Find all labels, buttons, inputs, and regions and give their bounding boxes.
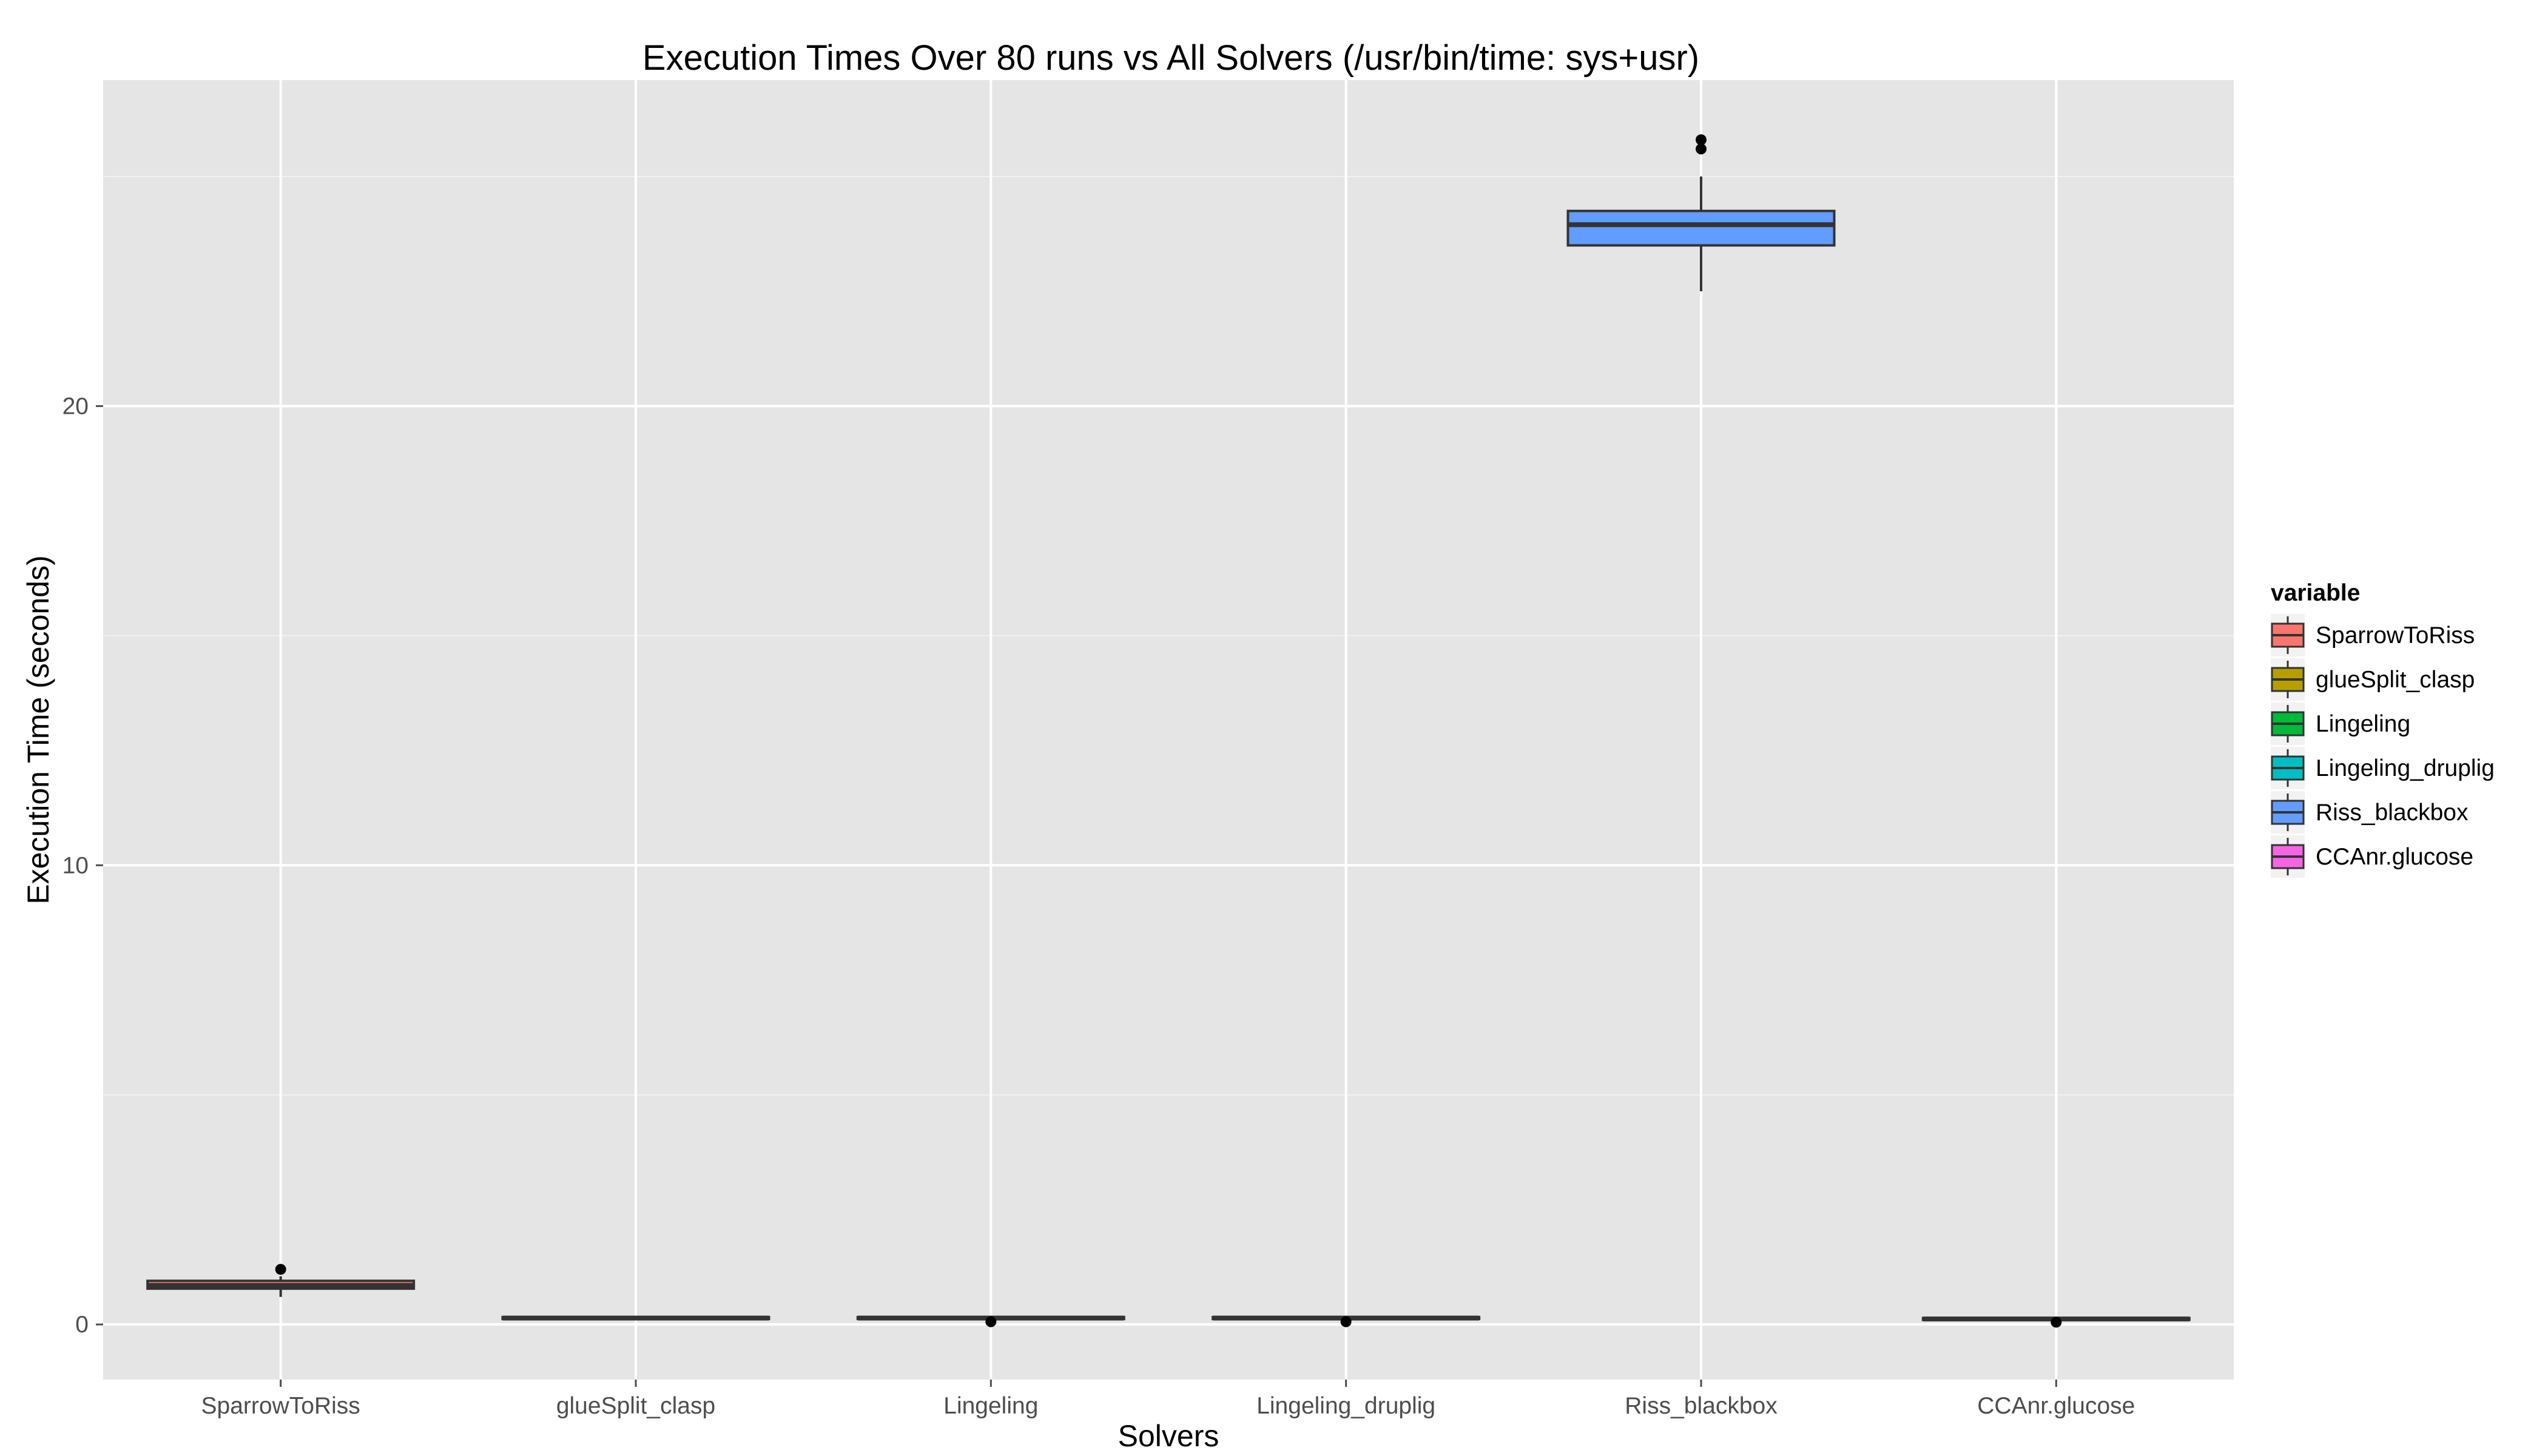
outlier-point [1696,134,1707,146]
outlier-point [985,1316,997,1327]
legend-item-glueSplit_clasp: glueSplit_clasp [2271,658,2475,701]
grid-lines [103,80,2234,1380]
legend-label: Lingeling_druplig [2316,755,2495,781]
box-glueSplit_clasp [501,1315,770,1321]
outlier-point [1696,143,1707,155]
interquartile-box [1566,209,1836,247]
x-tick-label: glueSplit_clasp [556,1393,715,1419]
legend-label: glueSplit_clasp [2316,667,2475,693]
x-tick-label: SparrowToRiss [201,1393,360,1419]
legend-label: CCAnr.glucose [2316,844,2473,870]
legend-item-CCAnr.glucose: CCAnr.glucose [2271,835,2473,878]
plot-background [103,80,2234,1380]
box-Riss_blackbox [1566,134,1836,292]
y-tick-label: 0 [75,1312,89,1338]
box-SparrowToRiss [146,1264,416,1297]
y-tick-label: 10 [62,852,89,878]
outlier-point [2051,1316,2062,1328]
legend-item-Lingeling_druplig: Lingeling_druplig [2271,747,2495,789]
box-Lingeling [856,1315,1125,1327]
legend-item-SparrowToRiss: SparrowToRiss [2271,614,2475,656]
y-tick-label: 20 [62,393,89,419]
legend-title: variable [2271,580,2360,606]
y-axis: 0 10 20 [62,393,103,1338]
x-tick-label: CCAnr.glucose [1977,1393,2135,1419]
legend: variable SparrowToRiss glueSplit_clasp Lin… [2271,580,2495,878]
box-series [146,134,2191,1328]
chart-title: Execution Times Over 80 runs vs All Solv… [642,38,1699,78]
legend-item-Lingeling: Lingeling [2271,703,2410,745]
legend-label: SparrowToRiss [2316,622,2475,649]
legend-label: Riss_blackbox [2316,800,2469,826]
x-tick-label: Lingeling_druplig [1256,1393,1435,1419]
x-axis-title: Solvers [1118,1419,1219,1453]
x-axis: SparrowToRiss glueSplit_clasp Lingeling Lin… [201,1380,2135,1419]
legend-label: Lingeling [2316,711,2410,737]
x-tick-label: Lingeling [943,1393,1038,1419]
legend-item-Riss_blackbox: Riss_blackbox [2271,791,2469,834]
box-Lingeling_druplig [1212,1315,1481,1327]
x-tick-label: Riss_blackbox [1625,1393,1778,1419]
box-CCAnr.glucose [1921,1316,2191,1328]
outlier-point [1340,1316,1352,1327]
outlier-point [275,1264,286,1275]
y-axis-title: Execution Time (seconds) [21,555,55,904]
